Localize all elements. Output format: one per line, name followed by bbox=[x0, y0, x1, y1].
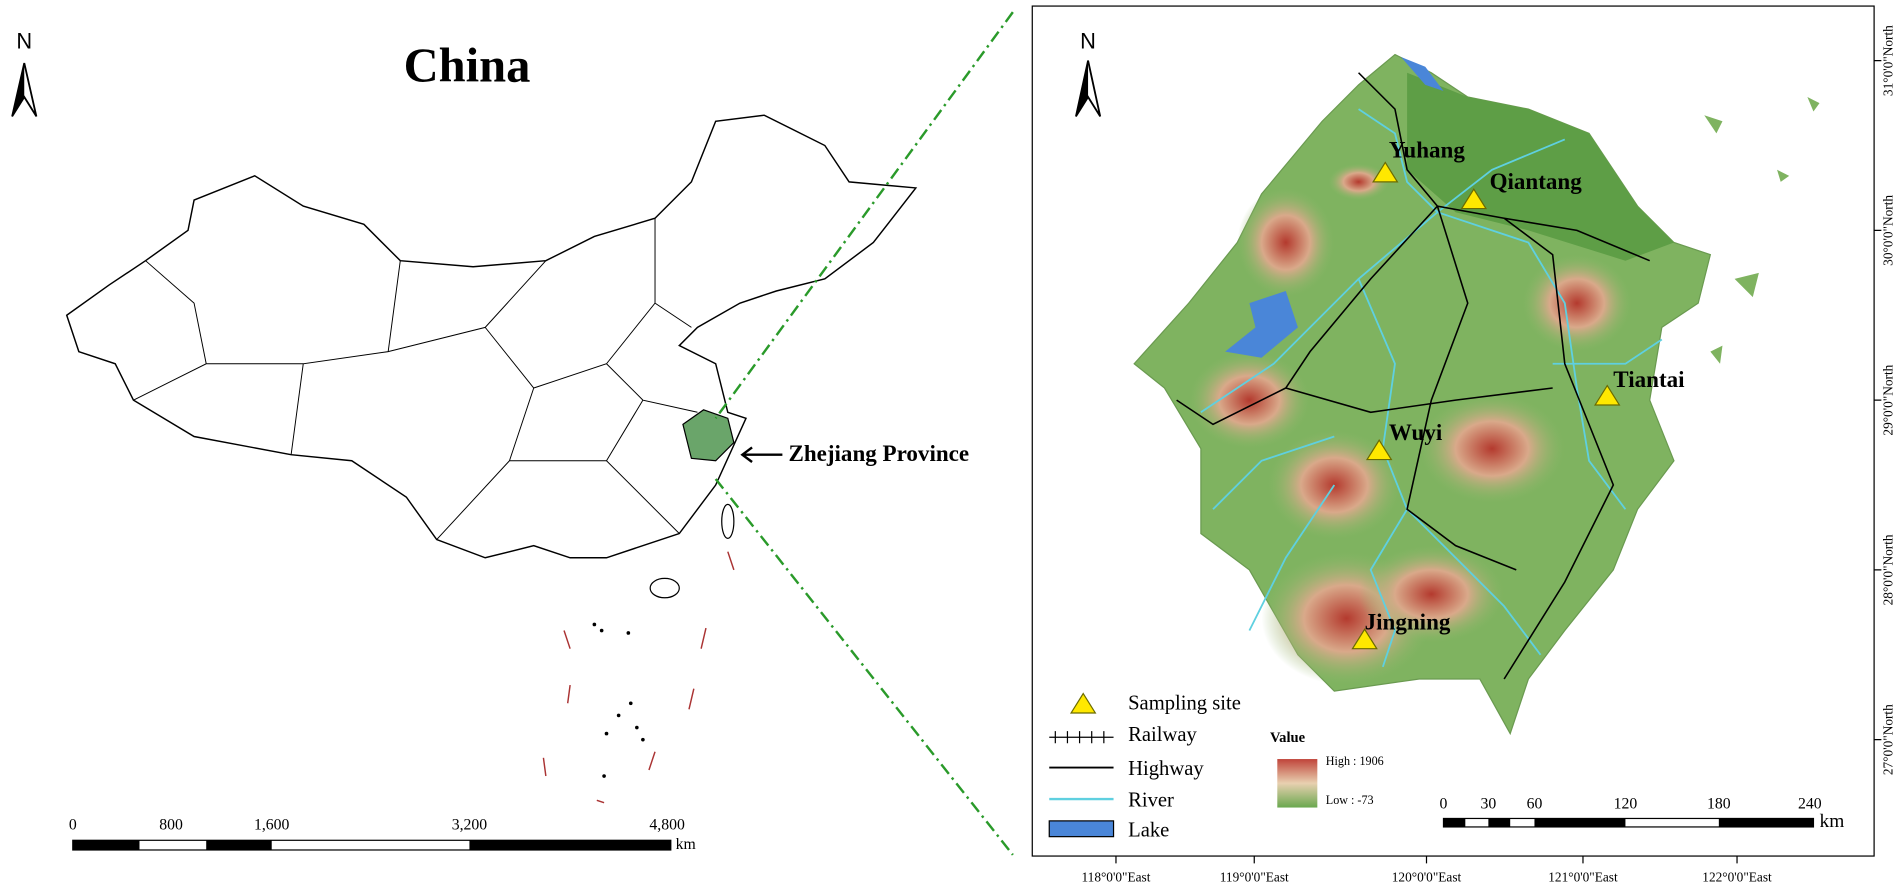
longitude-label: 121°0'0"East bbox=[1548, 870, 1618, 885]
scale-segment bbox=[1488, 818, 1511, 827]
scale-bar: 0 800 1,600 3,200 4,800 km bbox=[69, 816, 696, 852]
china-outline bbox=[65, 114, 918, 559]
scale-label: 180 bbox=[1707, 796, 1731, 813]
pointer-arrow bbox=[740, 446, 783, 463]
graticule-ticks bbox=[1115, 60, 1882, 864]
scale-label: 1,600 bbox=[254, 816, 290, 833]
scale-label: 240 bbox=[1798, 796, 1822, 813]
site-marker bbox=[1365, 439, 1393, 461]
site-marker bbox=[1594, 384, 1621, 406]
right-map: N Yuhang Qiantang Tiantai Wuyi Jingning … bbox=[1031, 5, 1895, 885]
site-label: Yuhang bbox=[1389, 137, 1465, 163]
scale-segment bbox=[1718, 818, 1814, 827]
value-high: High : 1906 bbox=[1326, 754, 1384, 768]
scale-unit: km bbox=[676, 836, 696, 853]
scale-label: 3,200 bbox=[452, 816, 488, 833]
legend-site-symbol bbox=[1069, 692, 1097, 714]
legend-label: Highway bbox=[1128, 758, 1204, 780]
north-label: N bbox=[1080, 29, 1096, 54]
northern-plain bbox=[1407, 72, 1674, 261]
site-label: Qiantang bbox=[1490, 168, 1583, 194]
scale-label: 4,800 bbox=[649, 816, 685, 833]
legend-label: River bbox=[1128, 789, 1174, 811]
site-label: Wuyi bbox=[1389, 419, 1443, 445]
legend-railway-symbol bbox=[1049, 731, 1114, 744]
scale-unit: km bbox=[1820, 811, 1845, 832]
scale-segment bbox=[1443, 818, 1466, 827]
scale-label: 120 bbox=[1614, 796, 1638, 813]
scale-label: 30 bbox=[1480, 796, 1496, 813]
latitude-label: 31°0'0"North bbox=[1880, 25, 1895, 96]
highways bbox=[1176, 72, 1650, 680]
site-label: Tiantai bbox=[1613, 366, 1685, 392]
graticule-labels: 118°0'0"East 119°0'0"East 120°0'0"East 1… bbox=[1081, 25, 1895, 885]
value-low: Low : -73 bbox=[1326, 793, 1374, 807]
north-arrow-fill bbox=[1075, 60, 1089, 117]
scale-segment bbox=[469, 840, 671, 850]
scale-segment bbox=[72, 840, 140, 850]
latitude-label: 28°0'0"North bbox=[1880, 534, 1895, 605]
scale-segment bbox=[1534, 818, 1626, 827]
legend-lake-symbol bbox=[1048, 820, 1115, 838]
longitude-label: 120°0'0"East bbox=[1392, 870, 1462, 885]
scale-bar: 0 30 60 120 180 240 km bbox=[1440, 796, 1845, 832]
nine-dash-line bbox=[542, 551, 735, 804]
site-marker bbox=[1372, 161, 1399, 183]
longitude-label: 119°0'0"East bbox=[1220, 870, 1289, 885]
latitude-label: 30°0'0"North bbox=[1880, 195, 1895, 266]
longitude-label: 118°0'0"East bbox=[1081, 870, 1150, 885]
value-ramp bbox=[1277, 759, 1318, 808]
legend-label: Lake bbox=[1128, 820, 1169, 842]
title: China bbox=[404, 39, 531, 92]
longitude-label: 122°0'0"East bbox=[1702, 870, 1772, 885]
zoom-connector bbox=[714, 11, 1014, 856]
latitude-label: 27°0'0"North bbox=[1880, 704, 1895, 775]
left-map: N China Zhejiang Province 0 800 1,600 3,… bbox=[11, 29, 969, 853]
zhejiang-highlight bbox=[682, 409, 735, 462]
north-label: N bbox=[16, 29, 32, 54]
scale-segment bbox=[206, 840, 272, 850]
islands bbox=[1704, 97, 1820, 364]
province-borders bbox=[133, 218, 698, 540]
site-marker bbox=[1460, 188, 1488, 210]
site-label: Jingning bbox=[1365, 608, 1451, 634]
scale-label: 60 bbox=[1527, 796, 1543, 813]
scale-label: 0 bbox=[1440, 796, 1448, 813]
scale-label: 800 bbox=[159, 816, 183, 833]
latitude-label: 29°0'0"North bbox=[1880, 364, 1895, 435]
site-marker bbox=[1351, 628, 1378, 650]
province-label: Zhejiang Province bbox=[788, 440, 969, 466]
value-title: Value bbox=[1270, 730, 1306, 746]
legend: Sampling site Railway Highway River Lake… bbox=[1048, 692, 1384, 842]
legend-label: Sampling site bbox=[1128, 692, 1241, 714]
scale-label: 0 bbox=[69, 816, 77, 833]
north-arrow bbox=[1075, 60, 1102, 117]
islands bbox=[592, 622, 645, 778]
sampling-sites bbox=[1351, 161, 1621, 650]
legend-label: Railway bbox=[1128, 724, 1197, 746]
hainan bbox=[649, 577, 680, 599]
taiwan bbox=[721, 503, 735, 539]
